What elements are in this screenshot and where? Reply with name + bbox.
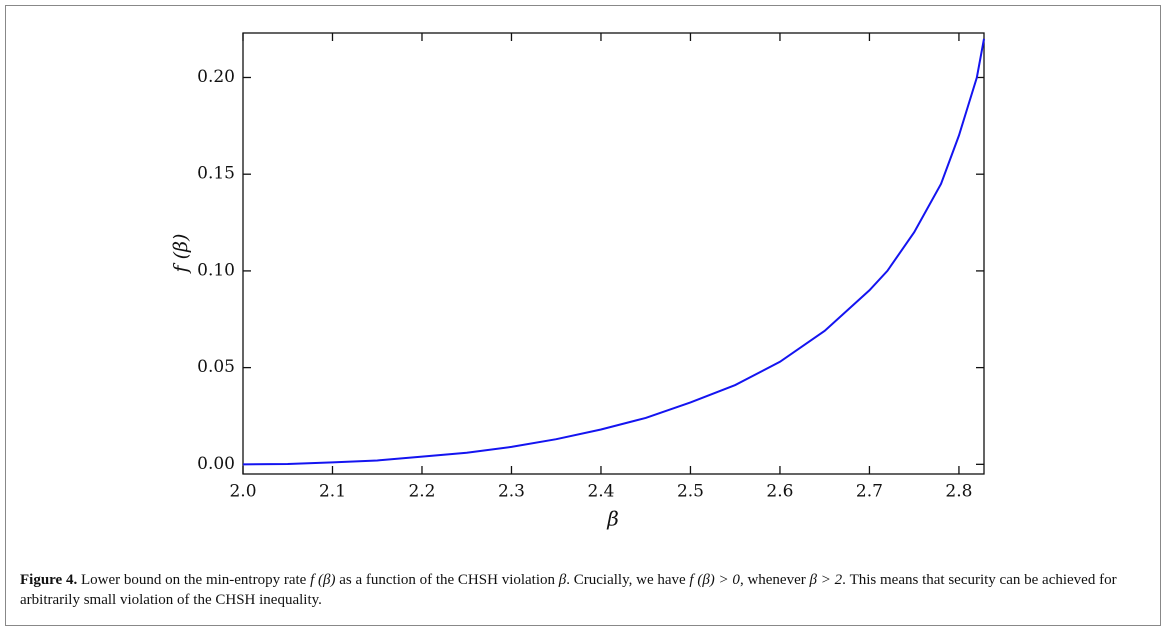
- x-tick-label: 2.3: [498, 482, 525, 502]
- caption-text: as a function of the CHSH violation: [335, 572, 559, 588]
- x-tick-label: 2.4: [587, 482, 614, 502]
- x-tick-label: 2.2: [408, 482, 435, 502]
- caption-math: β > 2: [809, 572, 843, 588]
- y-tick-label: 0.20: [197, 67, 235, 87]
- caption-math: f (β) > 0: [689, 572, 740, 588]
- x-tick-label: 2.0: [229, 482, 256, 502]
- caption-text: Lower bound on the min-entropy rate: [77, 572, 311, 588]
- x-tick-label: 2.5: [677, 482, 704, 502]
- y-tick-label: 0.05: [197, 357, 235, 377]
- y-axis-label: f (β): [170, 234, 192, 275]
- data-line: [242, 38, 985, 466]
- chart: β f (β) 2.0 2.1 2.2 2.3 2.4 2.5 2.6 2.7 2.8 0.00 0…: [170, 32, 985, 531]
- axes-frame: [242, 32, 985, 475]
- x-tick-label: 2.6: [766, 482, 793, 502]
- y-tick-label: 0.10: [197, 260, 235, 280]
- caption-label: Figure 4.: [20, 572, 78, 588]
- x-tick-label: 2.7: [856, 482, 883, 502]
- figure-frame: [5, 5, 1161, 626]
- caption-text: . This means that security can be achiev…: [20, 572, 1117, 608]
- caption-text: . Crucially, we have: [566, 572, 690, 588]
- y-tick-label: 0.00: [197, 454, 235, 474]
- caption-text: , whenever: [739, 572, 810, 588]
- y-tick-label: 0.15: [197, 164, 235, 184]
- caption-math: β: [558, 572, 567, 588]
- caption-math: f (β): [310, 572, 336, 588]
- x-axis-label: β: [606, 507, 619, 531]
- x-tick-label: 2.8: [945, 482, 972, 502]
- caption: Figure 4. Lower bound on the min-entropy…: [20, 570, 1140, 610]
- x-tick-label: 2.1: [319, 482, 346, 502]
